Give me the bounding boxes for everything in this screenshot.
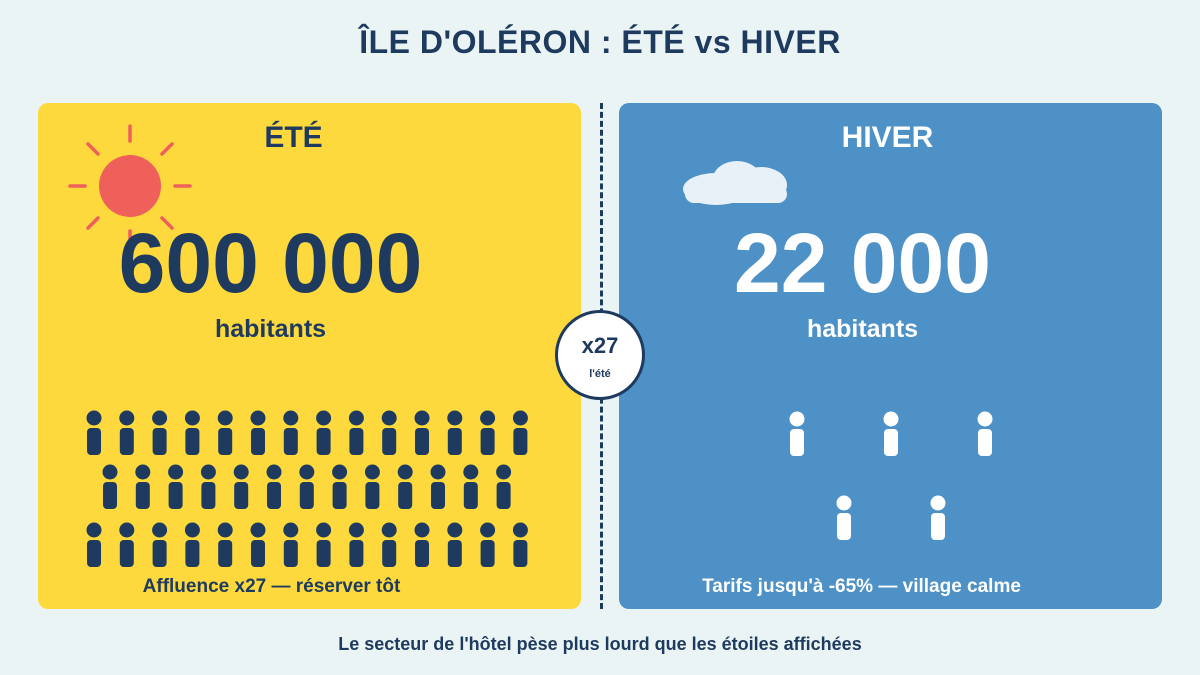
person-icon xyxy=(836,495,852,540)
person-icon xyxy=(512,410,528,455)
person-icon xyxy=(447,522,463,567)
person-icon xyxy=(447,410,463,455)
person-icon xyxy=(266,464,282,509)
summer-people-grid xyxy=(86,410,528,567)
person-icon xyxy=(414,522,430,567)
summer-figures xyxy=(68,124,528,567)
person-icon xyxy=(283,522,299,567)
person-icon xyxy=(233,464,249,509)
person-icon xyxy=(184,522,200,567)
person-icon xyxy=(496,464,512,509)
person-icon xyxy=(381,522,397,567)
winter-caption: Tarifs jusqu'à -65% — village calme xyxy=(702,576,1021,597)
person-icon xyxy=(364,464,380,509)
sun-icon xyxy=(68,124,192,248)
person-icon xyxy=(217,410,233,455)
person-icon xyxy=(119,410,135,455)
person-icon xyxy=(152,410,168,455)
person-icon xyxy=(86,410,102,455)
cloud-icon xyxy=(683,161,787,205)
winter-label: HIVER xyxy=(841,121,934,154)
person-icon xyxy=(348,410,364,455)
person-icon xyxy=(348,522,364,567)
summer-caption: Affluence x27 — réserver tôt xyxy=(142,576,401,597)
footer-note: Le secteur de l'hôtel pèse plus lourd qu… xyxy=(338,634,862,654)
summer-panel: ÉTÉ 600 000 habitants Affluence x27 — ré… xyxy=(38,103,581,609)
person-icon xyxy=(152,522,168,567)
person-icon xyxy=(86,522,102,567)
person-icon xyxy=(283,410,299,455)
ratio-badge: x27 l'été xyxy=(555,310,645,400)
winter-figures xyxy=(683,161,993,540)
person-icon xyxy=(184,410,200,455)
person-icon xyxy=(381,410,397,455)
person-icon xyxy=(930,495,946,540)
person-icon xyxy=(332,464,348,509)
person-icon xyxy=(168,464,184,509)
person-icon xyxy=(135,464,151,509)
summer-unit: habitants xyxy=(214,315,327,343)
ratio-value: x27 xyxy=(581,333,619,358)
person-icon xyxy=(316,410,332,455)
person-icon xyxy=(397,464,413,509)
person-icon xyxy=(512,522,528,567)
person-icon xyxy=(250,410,266,455)
summer-population: 600 000 xyxy=(118,216,423,310)
person-icon xyxy=(414,410,430,455)
ratio-note: l'été xyxy=(589,368,611,380)
infographic-title: ÎLE D'OLÉRON : ÉTÉ vs HIVER xyxy=(359,24,841,60)
person-icon xyxy=(119,522,135,567)
person-icon xyxy=(200,464,216,509)
person-icon xyxy=(463,464,479,509)
winter-people-grid xyxy=(789,411,993,540)
person-icon xyxy=(102,464,118,509)
person-icon xyxy=(430,464,446,509)
person-icon xyxy=(250,522,266,567)
summer-label: ÉTÉ xyxy=(264,121,323,154)
person-icon xyxy=(316,522,332,567)
winter-population: 22 000 xyxy=(734,216,991,310)
person-icon xyxy=(977,411,993,456)
person-icon xyxy=(480,522,496,567)
winter-panel: HIVER 22 000 habitants Tarifs jusqu'à -6… xyxy=(619,103,1162,609)
person-icon xyxy=(299,464,315,509)
person-icon xyxy=(217,522,233,567)
person-icon xyxy=(789,411,805,456)
person-icon xyxy=(480,410,496,455)
person-icon xyxy=(883,411,899,456)
winter-unit: habitants xyxy=(806,315,919,343)
